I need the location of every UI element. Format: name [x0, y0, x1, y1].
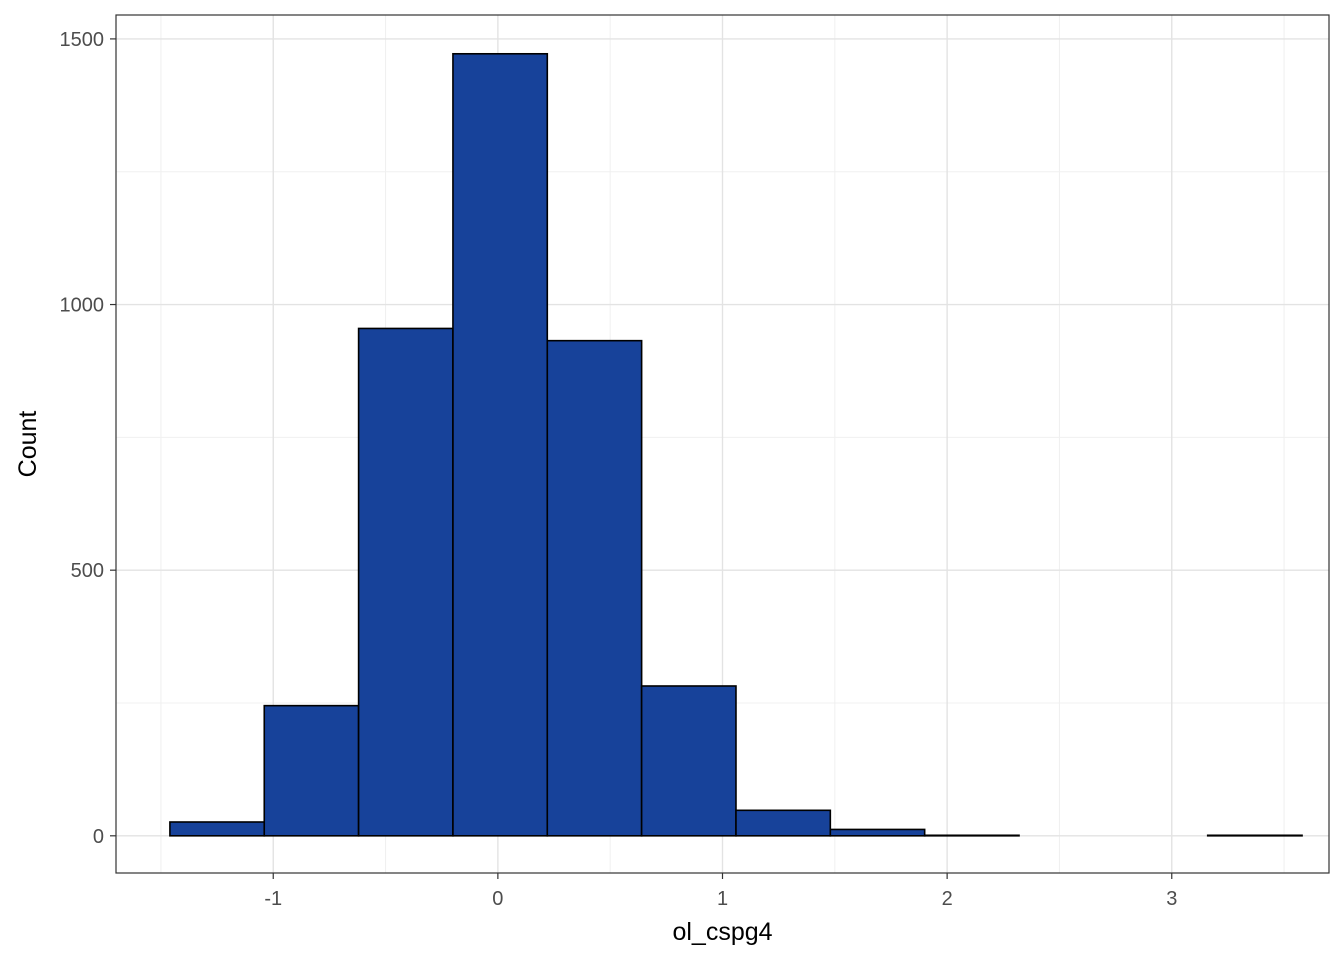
x-tick-label: 0 — [492, 888, 503, 910]
y-tick-label: 1500 — [60, 29, 105, 51]
x-tick-label: 2 — [942, 888, 953, 910]
y-tick-label: 0 — [93, 826, 104, 848]
x-axis-title: ol_cspg4 — [672, 918, 772, 946]
histogram-bar — [735, 809, 832, 837]
histogram-bar — [169, 821, 266, 837]
histogram-bars — [169, 52, 1303, 837]
y-tick-label: 500 — [71, 560, 104, 582]
x-tick-label: -1 — [264, 888, 282, 910]
x-tick-label: 3 — [1166, 888, 1177, 910]
histogram-bar — [357, 327, 454, 837]
histogram-bar — [829, 828, 926, 837]
histogram-bar — [452, 52, 549, 837]
x-axis-ticks: -1 0 1 2 3 — [264, 873, 1177, 910]
histogram-bar — [1206, 834, 1303, 837]
histogram-bar — [263, 704, 360, 837]
histogram-bar — [923, 834, 1020, 837]
y-axis-ticks: 0 500 1000 1500 — [60, 29, 116, 848]
y-axis-title: Count — [14, 411, 42, 478]
histogram-bar — [640, 685, 737, 837]
x-tick-label: 1 — [717, 888, 728, 910]
histogram-bar — [546, 339, 643, 837]
y-tick-label: 1000 — [60, 295, 105, 317]
